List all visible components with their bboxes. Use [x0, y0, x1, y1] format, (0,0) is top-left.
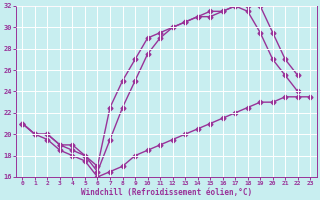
- X-axis label: Windchill (Refroidissement éolien,°C): Windchill (Refroidissement éolien,°C): [81, 188, 252, 197]
